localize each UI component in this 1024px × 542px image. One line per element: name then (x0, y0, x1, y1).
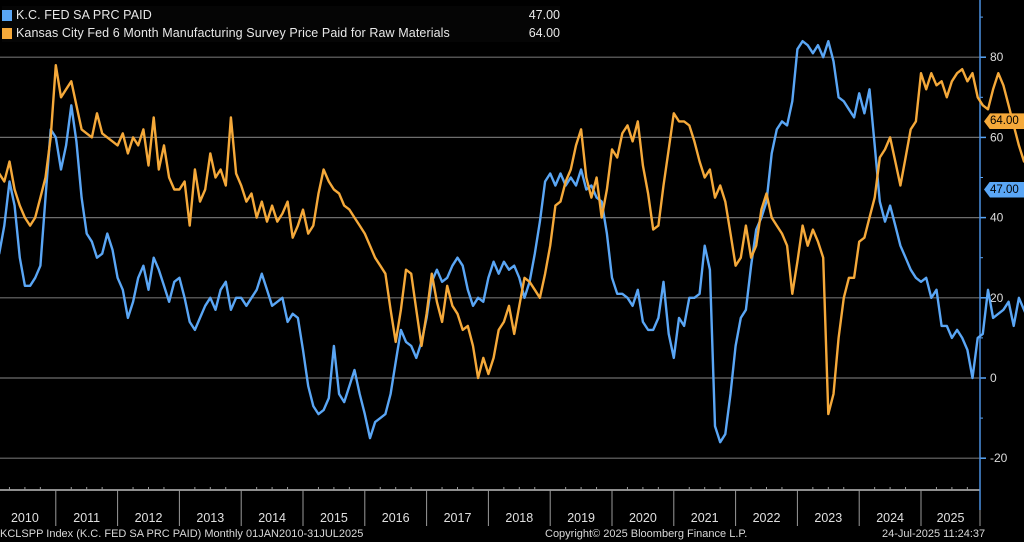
y-tick-label: 20 (990, 291, 1004, 305)
series-line-raw-materials-6m (0, 63, 1024, 416)
x-tick-label: 2017 (444, 511, 472, 525)
legend-item-orange: Kansas City Fed 6 Month Manufacturing Su… (2, 24, 560, 42)
legend-swatch-orange (2, 27, 12, 39)
legend-label: Kansas City Fed 6 Month Manufacturing Su… (16, 26, 450, 40)
legend: K.C. FED SA PRC PAID 47.00 Kansas City F… (2, 6, 560, 42)
x-tick-label: 2013 (196, 511, 224, 525)
y-axis: -20 0 20 40 60 80 (979, 0, 1008, 510)
x-tick-label: 2015 (320, 511, 348, 525)
legend-value: 64.00 (528, 26, 560, 40)
x-tick-label: 2010 (11, 511, 39, 525)
last-value-tag-blue: 47.00 (984, 181, 1024, 198)
x-axis: 2010 2011 2012 2013 2014 2015 2016 2017 2018 2019… (0, 487, 981, 526)
x-tick-label: 2012 (135, 511, 163, 525)
gridlines (0, 56, 980, 459)
x-tick-label: 2021 (691, 511, 719, 525)
x-tick-label: 2023 (814, 511, 842, 525)
y-tick-label: 0 (990, 371, 997, 385)
copyright-footer: Copyright© 2025 Bloomberg Finance L.P. (545, 528, 748, 540)
x-tick-label: 2022 (753, 511, 781, 525)
source-footer: KCLSPP Index (K.C. FED SA PRC PAID) Mont… (0, 528, 364, 540)
last-value-tag-orange: 64.00 (984, 113, 1024, 130)
legend-label: K.C. FED SA PRC PAID (16, 8, 152, 22)
x-tick-label: 2014 (258, 511, 286, 525)
y-tick-label: -20 (990, 451, 1008, 465)
y-tick-label: 80 (990, 50, 1004, 64)
timestamp-footer: 24-Jul-2025 11:24:37 (882, 528, 986, 540)
x-tick-label: 2025 (937, 511, 965, 525)
x-tick-label: 2019 (567, 511, 595, 525)
series-line-kc-fed-sa-prc-paid (0, 40, 1024, 444)
series-lines (0, 40, 1024, 444)
x-tick-label: 2024 (876, 511, 904, 525)
legend-item-blue: K.C. FED SA PRC PAID 47.00 (2, 6, 560, 24)
y-tick-label: 40 (990, 211, 1004, 225)
y-tick-label: 60 (990, 130, 1004, 144)
x-tick-label: 2020 (629, 511, 657, 525)
x-tick-label: 2011 (73, 511, 100, 525)
legend-value: 47.00 (528, 8, 560, 22)
legend-swatch-blue (2, 9, 12, 21)
x-tick-label: 2018 (505, 511, 533, 525)
x-tick-label: 2016 (382, 511, 410, 525)
